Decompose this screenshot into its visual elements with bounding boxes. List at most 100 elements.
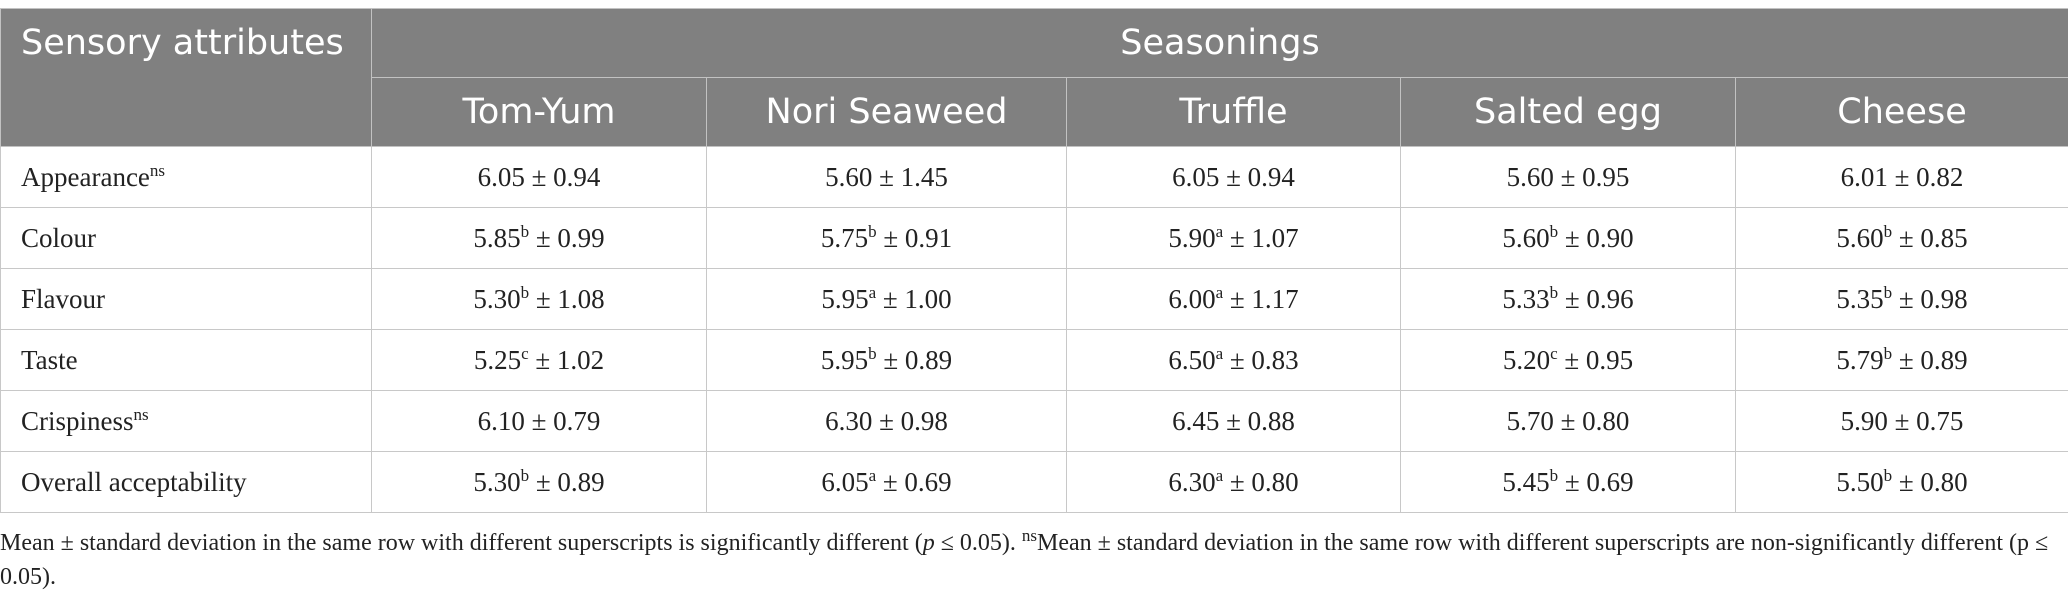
mean-value: 5.85 bbox=[473, 222, 521, 253]
mean-value: 5.30 bbox=[473, 283, 521, 314]
value-cell: 6.05 ± 0.94 bbox=[1066, 146, 1401, 208]
sd-value: ± 0.98 bbox=[1898, 283, 1968, 314]
value-cell: 5.95b ± 0.89 bbox=[706, 329, 1067, 391]
mean-value: 6.05 bbox=[1172, 161, 1220, 192]
sd-value: ± 1.17 bbox=[1229, 283, 1299, 314]
significance-superscript: b bbox=[520, 282, 530, 302]
significance-superscript: a bbox=[1215, 465, 1224, 485]
value-cell: 5.79b ± 0.89 bbox=[1735, 329, 2068, 391]
attribute-name: Appearance bbox=[21, 161, 150, 192]
table-header: Sensory attributes Seasonings Tom-Yum No… bbox=[0, 8, 2068, 147]
footnote-ns-superscript: ns bbox=[1021, 526, 1038, 545]
table-row: Flavour 5.30b ± 1.08 5.95a ± 1.00 6.00a ± 1… bbox=[0, 268, 2068, 330]
sensory-table: Sensory attributes Seasonings Tom-Yum No… bbox=[0, 8, 2068, 513]
attribute-cell: Appearancens bbox=[0, 146, 372, 208]
value-cell: 5.95a ± 1.00 bbox=[706, 268, 1067, 330]
mean-value: 6.10 bbox=[477, 405, 525, 436]
sd-value: ± 1.45 bbox=[879, 161, 948, 192]
column-header: Truffle bbox=[1066, 77, 1401, 147]
sd-value: ± 0.98 bbox=[879, 405, 948, 436]
mean-value: 5.60 bbox=[1502, 222, 1550, 253]
sd-value: ± 0.89 bbox=[883, 344, 953, 375]
significance-superscript: b bbox=[1549, 465, 1559, 485]
sd-value: ± 0.94 bbox=[531, 161, 601, 192]
sd-value: ± 0.89 bbox=[1898, 344, 1968, 375]
column-header: Nori Seaweed bbox=[706, 77, 1067, 147]
footnote-text: Mean ± standard deviation in the same ro… bbox=[0, 530, 923, 556]
sd-value: ± 0.75 bbox=[1894, 405, 1964, 436]
attribute-superscript: ns bbox=[133, 404, 149, 424]
value-cell: 6.30 ± 0.98 bbox=[706, 390, 1067, 452]
mean-value: 5.45 bbox=[1502, 466, 1550, 497]
sd-value: ± 0.69 bbox=[882, 466, 952, 497]
mean-value: 5.25 bbox=[473, 344, 522, 375]
significance-superscript: b bbox=[868, 221, 877, 241]
attribute-superscript: ns bbox=[149, 160, 166, 180]
value-cell: 5.25c ± 1.02 bbox=[371, 329, 707, 391]
table-body: Appearancens 6.05 ± 0.94 5.60 ± 1.45 6.05 ±… bbox=[0, 146, 2068, 513]
sd-value: ± 0.80 bbox=[1898, 466, 1968, 497]
value-cell: 5.33b ± 0.96 bbox=[1400, 268, 1736, 330]
significance-superscript: b bbox=[520, 465, 530, 485]
attribute-name: Crispiness bbox=[21, 405, 134, 436]
significance-superscript: b bbox=[1883, 221, 1893, 241]
footnote-text: ≤ 0.05). bbox=[934, 530, 1022, 556]
table-row: Appearancens 6.05 ± 0.94 5.60 ± 1.45 6.05 ±… bbox=[0, 146, 2068, 208]
table-footnote: Mean ± standard deviation in the same ro… bbox=[0, 526, 2060, 594]
value-cell: 6.00a ± 1.17 bbox=[1066, 268, 1401, 330]
sd-value: ± 0.82 bbox=[1894, 161, 1964, 192]
table-row: Colour 5.85b ± 0.99 5.75b ± 0.91 5.90a ± 1.… bbox=[0, 207, 2068, 269]
sd-value: ± 0.88 bbox=[1226, 405, 1295, 436]
sd-value: ± 1.00 bbox=[882, 283, 952, 314]
attributes-column-header: Sensory attributes bbox=[0, 8, 372, 147]
column-header: Tom-Yum bbox=[371, 77, 707, 147]
sd-value: ± 0.83 bbox=[1229, 344, 1299, 375]
significance-superscript: a bbox=[868, 465, 877, 485]
value-cell: 6.45 ± 0.88 bbox=[1066, 390, 1401, 452]
significance-superscript: a bbox=[1215, 221, 1224, 241]
value-cell: 5.70 ± 0.80 bbox=[1400, 390, 1736, 452]
mean-value: 5.35 bbox=[1836, 283, 1884, 314]
significance-superscript: c bbox=[521, 343, 529, 363]
sd-value: ± 0.89 bbox=[535, 466, 605, 497]
mean-value: 5.75 bbox=[820, 222, 869, 253]
attribute-name: Overall acceptability bbox=[21, 466, 247, 497]
table-row: Taste 5.25c ± 1.02 5.95b ± 0.89 6.50a ± 0.8… bbox=[0, 329, 2068, 391]
mean-value: 6.05 bbox=[477, 161, 525, 192]
mean-value: 6.00 bbox=[1168, 283, 1216, 314]
mean-value: 5.60 bbox=[825, 161, 873, 192]
mean-value: 6.30 bbox=[1168, 466, 1216, 497]
sd-value: ± 0.85 bbox=[1898, 222, 1968, 253]
mean-value: 6.30 bbox=[825, 405, 873, 436]
attribute-cell: Flavour bbox=[0, 268, 372, 330]
sd-value: ± 1.07 bbox=[1229, 222, 1299, 253]
mean-value: 5.95 bbox=[820, 344, 869, 375]
significance-superscript: b bbox=[868, 343, 877, 363]
significance-superscript: a bbox=[868, 282, 877, 302]
significance-superscript: b bbox=[520, 221, 530, 241]
mean-value: 6.01 bbox=[1840, 161, 1888, 192]
mean-value: 5.60 bbox=[1836, 222, 1884, 253]
mean-value: 6.50 bbox=[1168, 344, 1216, 375]
sd-value: ± 0.80 bbox=[1560, 405, 1630, 436]
value-cell: 5.20c ± 0.95 bbox=[1400, 329, 1736, 391]
value-cell: 5.30b ± 1.08 bbox=[371, 268, 707, 330]
value-cell: 5.60b ± 0.85 bbox=[1735, 207, 2068, 269]
sd-value: ± 0.91 bbox=[883, 222, 953, 253]
seasonings-group-header: Seasonings bbox=[371, 8, 2068, 78]
value-cell: 5.90a ± 1.07 bbox=[1066, 207, 1401, 269]
value-cell: 5.75b ± 0.91 bbox=[706, 207, 1067, 269]
value-cell: 6.05 ± 0.94 bbox=[371, 146, 707, 208]
significance-superscript: a bbox=[1215, 282, 1224, 302]
sd-value: ± 0.96 bbox=[1564, 283, 1634, 314]
mean-value: 5.90 bbox=[1168, 222, 1216, 253]
column-header: Salted egg bbox=[1400, 77, 1736, 147]
significance-superscript: b bbox=[1883, 465, 1893, 485]
table-row: Crispinessns 6.10 ± 0.79 6.30 ± 0.98 6.45 ±… bbox=[0, 390, 2068, 452]
significance-superscript: b bbox=[1883, 282, 1893, 302]
sd-value: ± 0.94 bbox=[1226, 161, 1295, 192]
value-cell: 6.01 ± 0.82 bbox=[1735, 146, 2068, 208]
mean-value: 5.79 bbox=[1836, 344, 1884, 375]
table-row: Overall acceptability 5.30b ± 0.89 6.05a ±… bbox=[0, 451, 2068, 513]
column-header: Cheese bbox=[1735, 77, 2068, 147]
